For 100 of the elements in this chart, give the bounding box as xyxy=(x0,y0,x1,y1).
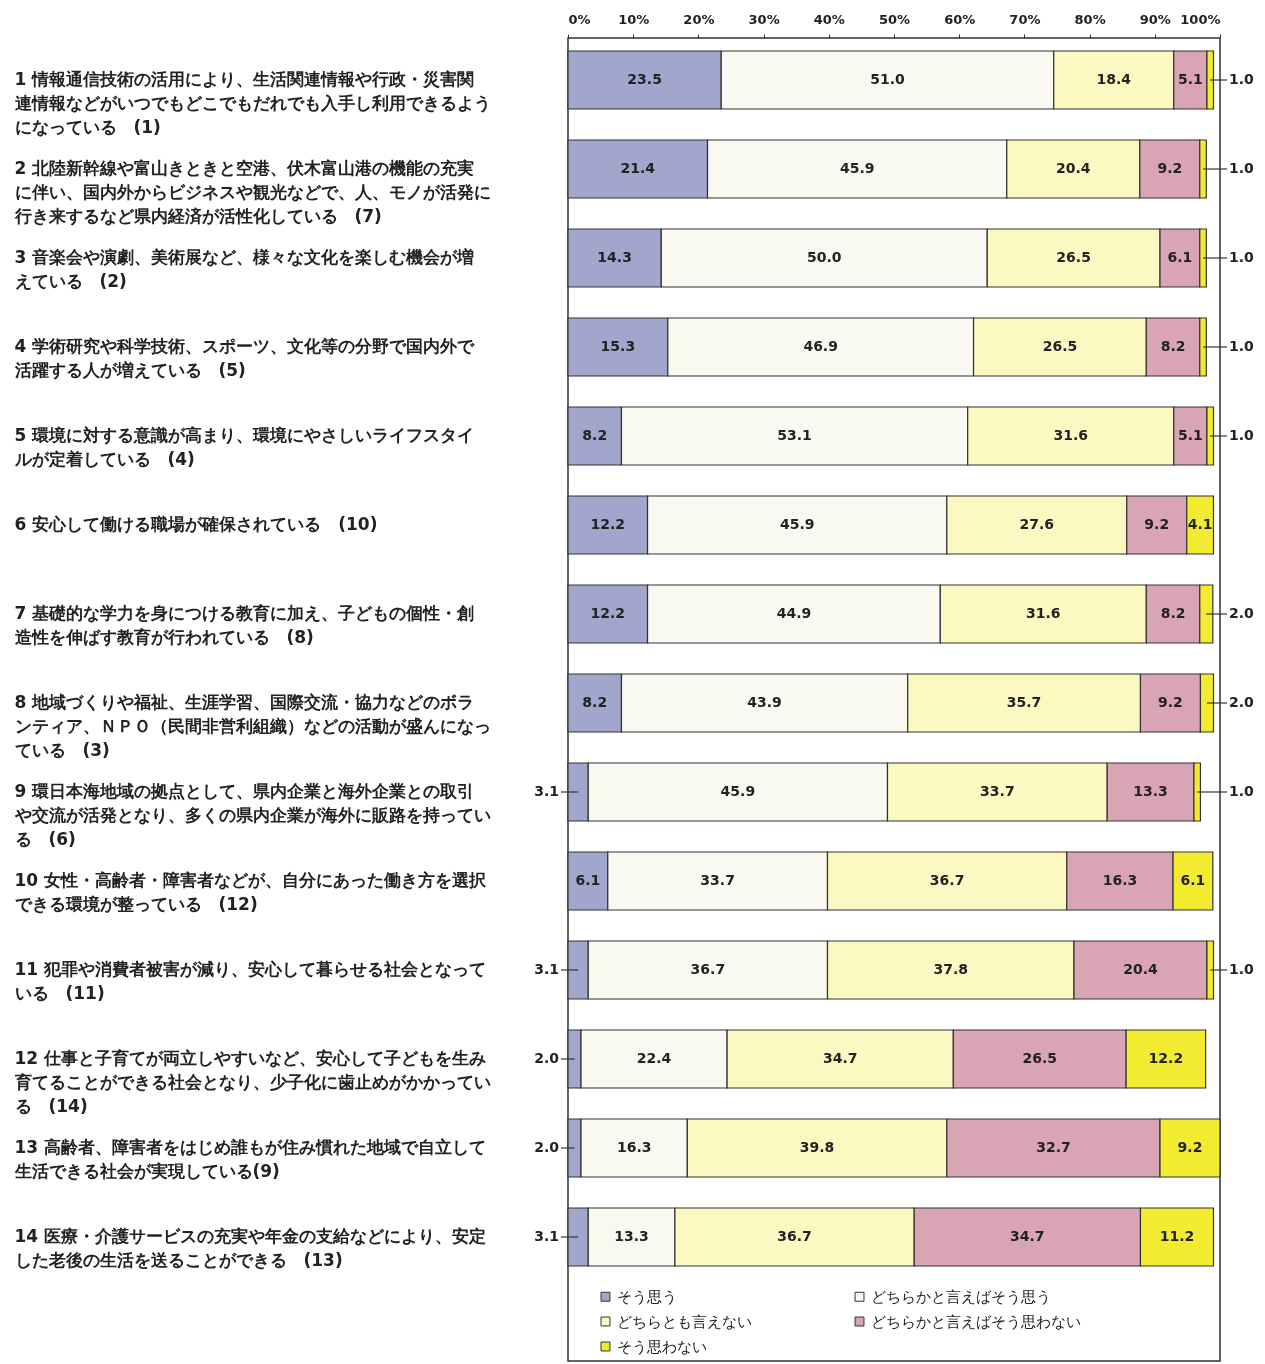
x-tick-label: 10% xyxy=(618,11,650,27)
data-label: 18.4 xyxy=(1096,71,1132,88)
y-tick-label: 11 犯罪や消費者被害が減り、安心して暮らせる社会となっている (11) xyxy=(14,959,487,1003)
data-label: 12.2 xyxy=(590,605,626,621)
y-tick-label: 12 仕事と子育てが両立しやすいなど、安心して子どもを生み育てることができる社会となり、少子化に歯止めがかかっている (14) xyxy=(13,1047,491,1116)
data-label: 13.3 xyxy=(1133,783,1168,799)
data-label: 14.3 xyxy=(597,249,632,266)
data-label: 31.6 xyxy=(1026,605,1061,621)
data-label: 33.7 xyxy=(700,872,735,888)
y-tick-label: 2 北陸新幹線や富山きときと空港、伏木富山港の機能の充実に伴い、国内外からビジネスや観光などで、人、モノが活発に行き来するなど県内経済が活性化している (7) xyxy=(13,158,491,227)
data-label: 20.4 xyxy=(1123,961,1158,977)
data-label: 2.0 xyxy=(534,1049,560,1066)
data-label: 5.1 xyxy=(1177,71,1203,88)
data-label: 1.0 xyxy=(1229,71,1255,88)
data-label: 12.2 xyxy=(1148,1049,1184,1066)
legend-label: どちらかと言えばそう思わない xyxy=(871,1312,1081,1331)
data-label: 12.2 xyxy=(590,516,626,532)
data-label: 2.0 xyxy=(1229,694,1255,710)
x-tick-label: 80% xyxy=(1074,11,1106,27)
data-label: 46.9 xyxy=(803,338,838,354)
data-label: 5.1 xyxy=(1177,427,1203,443)
data-label: 2.0 xyxy=(1229,605,1255,621)
y-tick-label: 5 環境に対する意識が高まり、環境にやさしいライフスタイルが定着している (4) xyxy=(13,425,475,469)
data-label: 9.2 xyxy=(1157,160,1183,177)
data-label: 26.5 xyxy=(1056,249,1091,266)
legend-label: そう思わない xyxy=(617,1337,707,1356)
y-tick-label: 1 情報通信技術の活用により、生活関連情報や行政・災害関連情報などがいつでもどこでもだれでも入手し利用できるようになっている (1) xyxy=(14,69,491,138)
data-label: 43.9 xyxy=(747,694,782,710)
data-label: 39.8 xyxy=(799,1138,835,1155)
y-tick-label: 6 安心して働ける職場が確保されている (10) xyxy=(14,514,378,534)
legend-label: そう思う xyxy=(617,1287,677,1306)
data-label: 34.7 xyxy=(822,1049,858,1066)
data-label: 8.2 xyxy=(1160,338,1186,354)
y-tick-label: 7 基礎的な学力を身につける教育に加え、子どもの個性・創造性を伸ばす教育が行われている (8) xyxy=(14,603,475,647)
data-label: 44.9 xyxy=(776,605,812,621)
data-label: 26.5 xyxy=(1042,338,1078,354)
x-tick-label: 40% xyxy=(813,11,845,27)
data-label: 50.0 xyxy=(806,249,842,266)
data-label: 26.5 xyxy=(1022,1049,1057,1066)
data-label: 16.3 xyxy=(1102,872,1138,888)
data-label: 45.9 xyxy=(839,160,875,177)
data-label: 6.1 xyxy=(575,872,601,888)
data-label: 3.1 xyxy=(534,1227,559,1244)
data-label: 1.0 xyxy=(1229,783,1255,799)
legend-label: どちらとも言えない xyxy=(617,1312,752,1331)
data-label: 13.3 xyxy=(614,1227,649,1244)
data-label: 36.7 xyxy=(777,1227,812,1244)
data-label: 1.0 xyxy=(1229,427,1255,443)
data-label: 36.7 xyxy=(929,872,965,888)
x-tick-label: 70% xyxy=(1009,11,1041,27)
data-label: 15.3 xyxy=(600,338,636,354)
x-tick-label: 60% xyxy=(944,11,976,27)
data-label: 33.7 xyxy=(980,783,1015,799)
data-label: 1.0 xyxy=(1229,961,1255,977)
data-label: 1.0 xyxy=(1229,249,1255,266)
data-label: 6.1 xyxy=(1167,249,1193,266)
x-tick-label: 0% xyxy=(568,11,591,27)
data-label: 8.2 xyxy=(1160,605,1186,621)
data-label: 35.7 xyxy=(1006,694,1042,710)
data-label: 9.2 xyxy=(1177,1138,1203,1155)
data-label: 9.2 xyxy=(1144,516,1170,532)
data-label: 21.4 xyxy=(620,160,656,177)
data-label: 11.2 xyxy=(1159,1227,1195,1244)
data-label: 1.0 xyxy=(1229,338,1255,354)
x-tick-label: 50% xyxy=(878,11,911,27)
data-label: 45.9 xyxy=(720,783,756,799)
data-label: 6.1 xyxy=(1180,872,1206,888)
y-tick-label: 10 女性・高齢者・障害者などが、自分にあった働き方を選択できる環境が整っている (12) xyxy=(14,870,488,914)
x-tick-label: 100% xyxy=(1180,11,1221,27)
data-label: 31.6 xyxy=(1053,427,1088,443)
y-tick-label: 13 高齢者、障害者をはじめ誰もが住み慣れた地域で自立して生活できる社会が実現している(9) xyxy=(13,1136,487,1181)
y-tick-label: 3 音楽会や演劇、美術展など、様々な文化を楽しむ機会が増えている (2) xyxy=(14,247,475,292)
data-label: 16.3 xyxy=(616,1138,652,1155)
data-label: 51.0 xyxy=(870,71,906,88)
data-label: 36.7 xyxy=(690,961,726,977)
data-label: 3.1 xyxy=(534,961,559,977)
y-tick-label: 14 医療・介護サービスの充実や年金の支給などにより、安定した老後の生活を送ることができる (13) xyxy=(14,1225,487,1270)
data-label: 53.1 xyxy=(777,427,812,443)
data-label: 8.2 xyxy=(582,427,608,443)
legend-label: どちらかと言えばそう思う xyxy=(871,1287,1051,1306)
data-label: 37.8 xyxy=(933,961,968,977)
data-label: 8.2 xyxy=(582,694,608,710)
data-label: 27.6 xyxy=(1019,516,1055,532)
data-label: 34.7 xyxy=(1010,1227,1045,1244)
data-label: 23.5 xyxy=(627,71,662,88)
data-label: 3.1 xyxy=(534,783,559,799)
x-tick-label: 20% xyxy=(683,11,715,27)
data-label: 2.0 xyxy=(534,1138,560,1155)
data-label: 22.4 xyxy=(636,1049,672,1066)
y-tick-label: 9 環日本海地域の拠点として、県内企業と海外企業との取引や交流が活発となり、多くの県内企業が海外に販路を持っている (6) xyxy=(13,781,491,849)
x-tick-label: 30% xyxy=(748,11,780,27)
data-label: 32.7 xyxy=(1036,1138,1071,1155)
data-label: 45.9 xyxy=(779,516,815,532)
data-label: 4.1 xyxy=(1187,516,1213,532)
data-label: 9.2 xyxy=(1158,694,1183,710)
y-tick-label: 4 学術研究や科学技術、スポーツ、文化等の分野で国内外で活躍する人が増えている (5) xyxy=(13,336,476,380)
x-tick-label: 90% xyxy=(1139,11,1171,27)
data-label: 1.0 xyxy=(1229,160,1255,177)
y-tick-label: 8 地域づくりや福祉、生涯学習、国際交流・協力などのボランティア、ＮＰＯ（民間非営利組織）などの活動が盛んになっている (3) xyxy=(14,692,491,760)
data-label: 20.4 xyxy=(1056,160,1091,177)
